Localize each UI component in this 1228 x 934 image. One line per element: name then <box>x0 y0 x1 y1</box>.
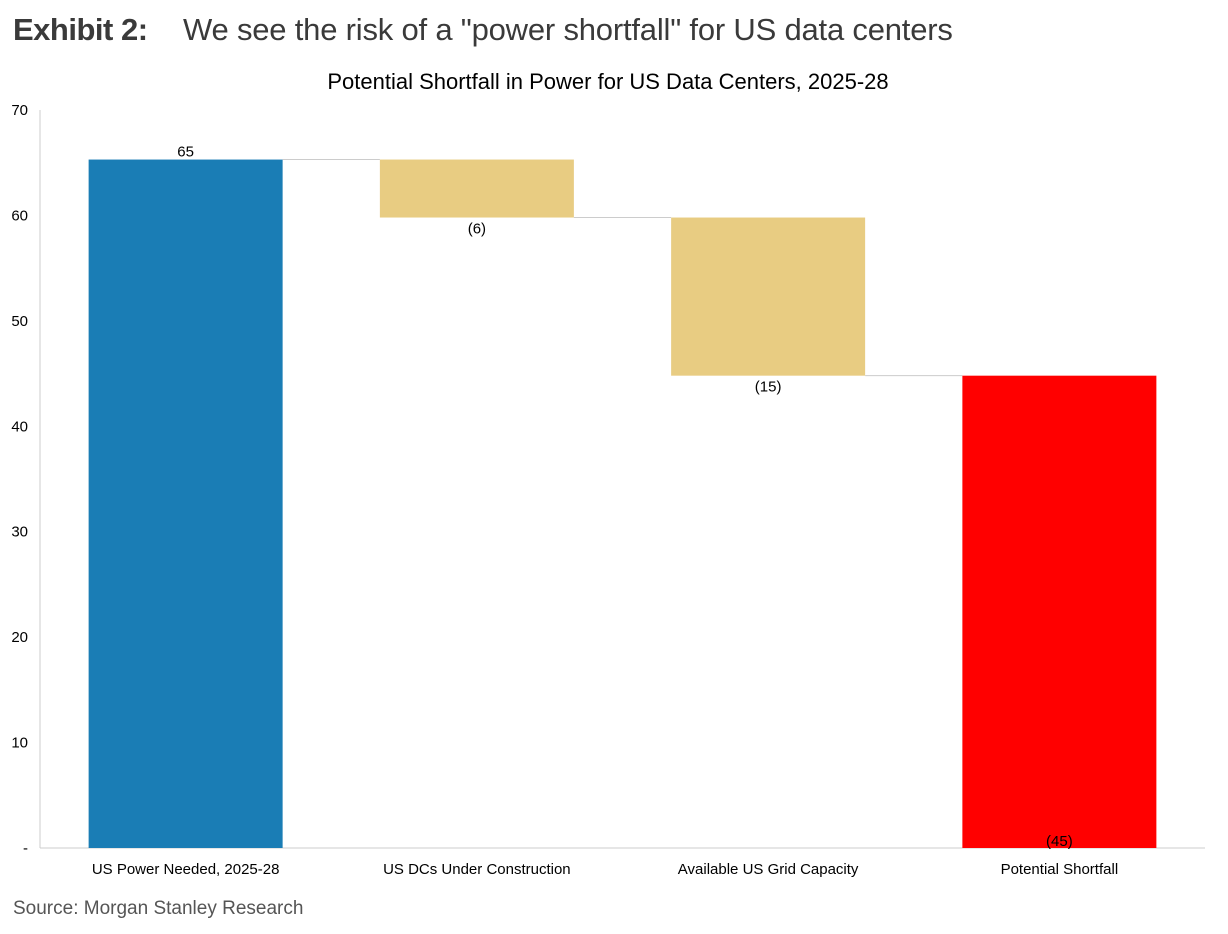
y-tick-label: 30 <box>11 524 28 541</box>
y-tick-labels: - 10 20 30 40 50 60 70 <box>11 102 28 857</box>
bar-1 <box>88 159 283 849</box>
y-tick-label: 40 <box>11 418 28 435</box>
y-tick-label: 60 <box>11 207 28 224</box>
source-note: Source: Morgan Stanley Research <box>13 898 304 919</box>
x-tick-label: Available US Grid Capacity <box>678 861 859 878</box>
bar-data-label: (6) <box>468 221 486 238</box>
y-tick-label: 10 <box>11 735 28 752</box>
connector-lines <box>282 159 963 377</box>
y-tick-label: 20 <box>11 629 28 646</box>
x-tick-label: US Power Needed, 2025-28 <box>92 861 280 878</box>
x-tick-label: US DCs Under Construction <box>383 861 571 878</box>
bar-3 <box>671 217 866 376</box>
x-tick-labels: US Power Needed, 2025-28 US DCs Under Con… <box>92 861 1118 878</box>
y-tick-label: - <box>23 840 28 857</box>
bar-data-label: (15) <box>755 379 782 396</box>
x-tick-label: Potential Shortfall <box>1001 861 1119 878</box>
bar-data-label: (45) <box>1046 833 1073 850</box>
bars <box>88 159 1157 849</box>
y-tick-label: 50 <box>11 313 28 330</box>
exhibit-header: Exhibit 2: We see the risk of a "power s… <box>13 12 953 58</box>
exhibit-label: Exhibit 2: <box>13 12 148 47</box>
bar-2 <box>379 159 574 218</box>
bar-data-label: 65 <box>177 144 194 161</box>
bar-4 <box>962 375 1157 848</box>
chart-title: Potential Shortfall in Power for US Data… <box>327 69 888 94</box>
exhibit-title: We see the risk of a "power shortfall" f… <box>183 12 953 47</box>
bar-labels: 65 (6) (15) (45) <box>177 144 1072 850</box>
y-tick-label: 70 <box>11 102 28 119</box>
